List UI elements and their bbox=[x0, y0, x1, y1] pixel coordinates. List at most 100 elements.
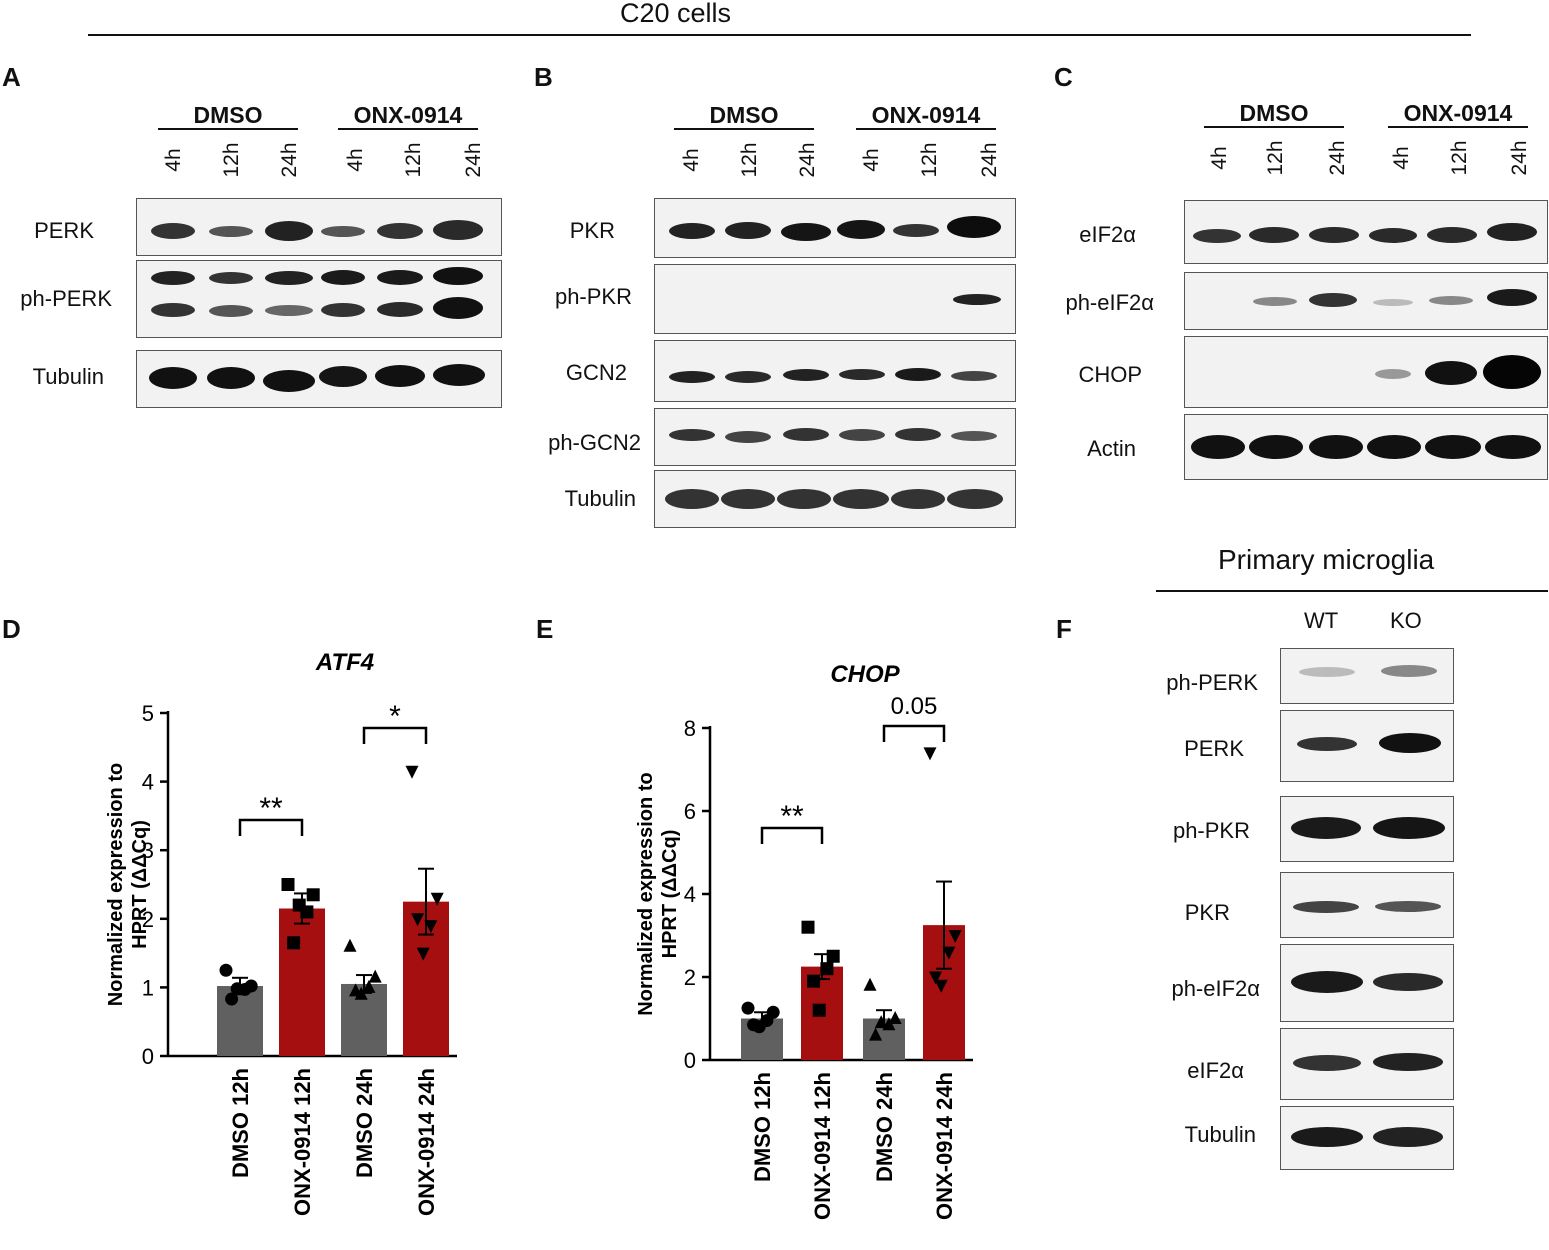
y-tick-label: 3 bbox=[142, 838, 154, 863]
row-label-f-ph-eif2a: ph-eIF2α bbox=[1171, 976, 1260, 1001]
blot-b-pkr bbox=[654, 198, 1016, 258]
data-point bbox=[219, 963, 233, 977]
data-point bbox=[411, 913, 425, 927]
blot-c-chop bbox=[1184, 336, 1548, 408]
x-tick-label: DMSO 24h bbox=[352, 1068, 377, 1178]
header-rule bbox=[88, 34, 1471, 36]
data-point bbox=[942, 946, 956, 960]
time-label-b-6: 24h bbox=[978, 142, 1001, 178]
condition-rule-onx-c bbox=[1388, 126, 1528, 128]
panel-letter-d: D bbox=[2, 614, 21, 644]
significance-label: * bbox=[389, 700, 401, 733]
time-label-b-5: 12h bbox=[918, 142, 941, 178]
blot-b-tubulin bbox=[654, 470, 1016, 528]
row-label-c-actin: Actin bbox=[1087, 436, 1136, 461]
blot-f-perk bbox=[1280, 710, 1454, 782]
blot-f-tubulin bbox=[1280, 1106, 1454, 1170]
significance-bracket bbox=[760, 826, 824, 844]
data-point bbox=[424, 920, 438, 934]
chart-atf4: ATF4 Normalized expression to HPRT (ΔΔCq) 0… bbox=[105, 649, 457, 1216]
chart-chop: CHOP Normalized expression to HPRT (ΔΔCq) 0… bbox=[635, 661, 973, 1220]
significance-bracket bbox=[362, 726, 428, 744]
blot-f-eif2a bbox=[1280, 1028, 1454, 1100]
column-label-ko: KO bbox=[1390, 608, 1422, 633]
time-label-c-4: 4h bbox=[1390, 146, 1413, 170]
data-point bbox=[230, 982, 244, 996]
blot-f-ph-pkr bbox=[1280, 796, 1454, 862]
time-label-c-6: 24h bbox=[1508, 140, 1531, 176]
column-label-wt: WT bbox=[1304, 608, 1339, 633]
x-tick-label: DMSO 24h bbox=[872, 1072, 897, 1182]
data-point bbox=[354, 986, 368, 1000]
bar bbox=[217, 986, 263, 1056]
data-point bbox=[752, 1020, 766, 1034]
significance-label: ** bbox=[259, 792, 283, 825]
y-tick-label: 5 bbox=[142, 701, 154, 726]
row-label-f-eif2a: eIF2α bbox=[1187, 1058, 1244, 1083]
data-point bbox=[343, 938, 357, 952]
chart-title: CHOP bbox=[830, 661, 900, 688]
data-point bbox=[863, 977, 877, 991]
panel-letter-a: A bbox=[2, 62, 21, 92]
row-label-b-ph-pkr: ph-PKR bbox=[554, 284, 632, 309]
time-label-a-2: 12h bbox=[220, 142, 243, 178]
microglia-rule bbox=[1156, 590, 1548, 592]
condition-rule-dmso-a bbox=[158, 128, 298, 130]
data-point bbox=[888, 1011, 902, 1024]
row-label-f-pkr: PKR bbox=[1184, 900, 1230, 925]
blot-f-ph-eif2a bbox=[1280, 944, 1454, 1022]
x-tick-label: DMSO 12h bbox=[228, 1068, 253, 1178]
blot-c-actin bbox=[1184, 414, 1548, 480]
time-label-c-3: 24h bbox=[1326, 140, 1349, 176]
condition-rule-onx-b bbox=[856, 128, 996, 130]
row-label-a-perk: PERK bbox=[34, 218, 94, 243]
y-axis-label: Normalized expression to bbox=[105, 763, 127, 1006]
row-label-a-tubulin: Tubulin bbox=[32, 364, 104, 389]
data-point bbox=[405, 765, 419, 779]
row-label-b-pkr: PKR bbox=[569, 218, 615, 243]
data-point bbox=[948, 930, 962, 943]
blot-b-gcn2 bbox=[654, 340, 1016, 402]
panel-letter-c: C bbox=[1054, 62, 1073, 92]
time-label-a-3: 24h bbox=[278, 142, 301, 178]
significance-bracket bbox=[882, 724, 946, 742]
data-point bbox=[292, 898, 306, 912]
y-axis-label: Normalized expression to bbox=[635, 772, 657, 1015]
data-point bbox=[923, 747, 937, 761]
data-point bbox=[368, 969, 382, 983]
y-tick-label: 2 bbox=[684, 965, 696, 990]
blot-b-ph-pkr bbox=[654, 264, 1016, 334]
microglia-title: Primary microglia bbox=[1218, 544, 1435, 575]
condition-label-dmso-b: DMSO bbox=[709, 102, 779, 128]
header-title: C20 cells bbox=[620, 0, 732, 28]
x-tick-label: ONX-0914 12h bbox=[810, 1072, 835, 1220]
row-label-a-ph-perk: ph-PERK bbox=[20, 286, 112, 311]
row-label-b-gcn2: GCN2 bbox=[565, 360, 627, 385]
data-point bbox=[306, 888, 320, 902]
row-label-f-ph-perk: ph-PERK bbox=[1166, 670, 1258, 695]
blot-c-eif2a bbox=[1184, 200, 1548, 264]
blot-a-ph-perk bbox=[136, 260, 502, 338]
x-tick-label: ONX-0914 24h bbox=[414, 1068, 439, 1216]
condition-label-onx-a: ONX-0914 bbox=[353, 102, 463, 128]
time-label-b-2: 12h bbox=[738, 142, 761, 178]
time-label-c-2: 12h bbox=[1264, 140, 1287, 176]
bar bbox=[279, 908, 325, 1056]
y-tick-label: 4 bbox=[142, 770, 154, 795]
row-label-c-chop: CHOP bbox=[1078, 362, 1142, 387]
time-label-b-4: 4h bbox=[860, 148, 883, 172]
data-point bbox=[287, 936, 301, 950]
data-point bbox=[430, 892, 444, 906]
panel-letter-e: E bbox=[536, 614, 554, 644]
panel-letter-b: B bbox=[534, 62, 553, 92]
condition-label-dmso-a: DMSO bbox=[193, 102, 263, 128]
time-label-b-3: 24h bbox=[796, 142, 819, 178]
time-label-b-1: 4h bbox=[680, 148, 703, 172]
y-tick-label: 2 bbox=[142, 907, 154, 932]
y-axis-label: HPRT (ΔΔCq) bbox=[129, 820, 151, 949]
data-point bbox=[362, 979, 376, 993]
blot-a-tubulin bbox=[136, 350, 502, 408]
row-label-b-tubulin: Tubulin bbox=[564, 486, 636, 511]
data-point bbox=[929, 971, 943, 985]
data-point bbox=[874, 1015, 888, 1029]
